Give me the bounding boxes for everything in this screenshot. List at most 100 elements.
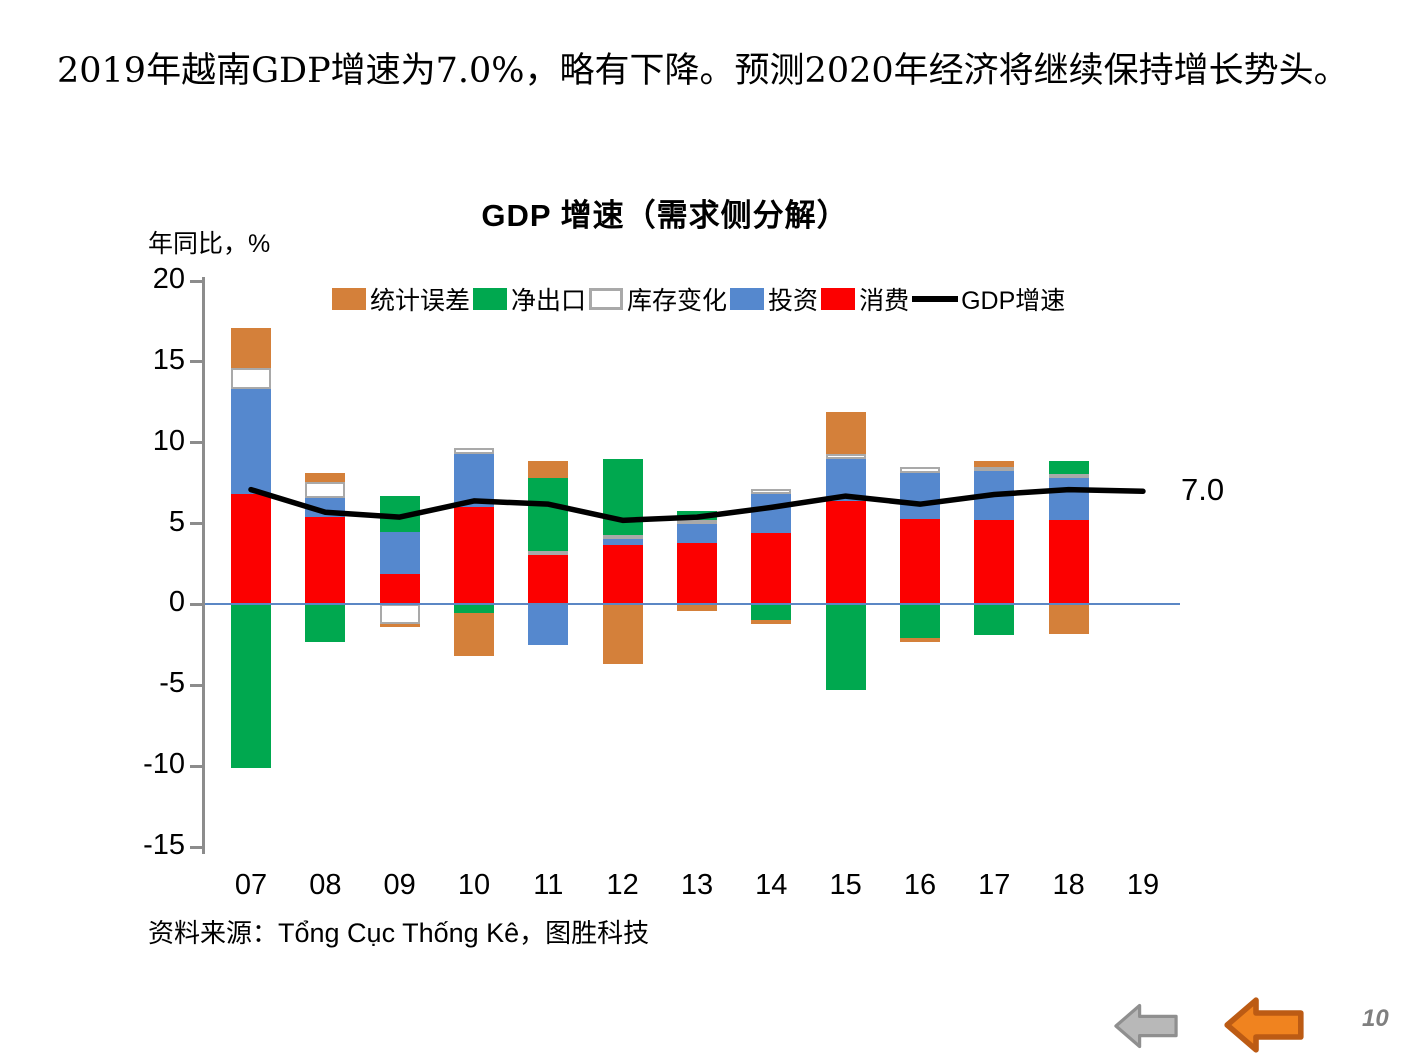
zero-axis-line xyxy=(205,603,1180,606)
bar-segment-net-exports-07 xyxy=(231,604,271,768)
bar-segment-statistical-discrepancy-14 xyxy=(751,619,792,624)
bar-segment-statistical-discrepancy-07 xyxy=(231,327,271,369)
bar-segment-inventory-change-18 xyxy=(1048,474,1089,479)
y-tick-label: 5 xyxy=(168,505,185,538)
bar-segment-statistical-discrepancy-09 xyxy=(379,623,420,628)
bar-segment-inventory-change-13 xyxy=(676,519,717,524)
x-axis-label: 10 xyxy=(457,869,491,901)
bar-segment-consumption-16 xyxy=(899,518,940,605)
x-axis-label: 07 xyxy=(234,869,268,901)
bar-segment-statistical-discrepancy-18 xyxy=(1048,604,1089,634)
bar-segment-net-exports-10 xyxy=(453,604,494,613)
source-note: 资料来源：Tổng Cục Thống Kê，图胜科技 xyxy=(148,913,649,950)
gdp-line-end-label: 7.0 xyxy=(1181,472,1225,507)
legend-line-swatch-gdp-growth xyxy=(912,296,959,302)
legend-label: 消费 xyxy=(859,287,910,315)
bar-segment-statistical-discrepancy-10 xyxy=(453,612,494,657)
x-axis-label: 16 xyxy=(903,869,937,901)
legend-swatch-consumption xyxy=(821,288,856,310)
y-axis-unit-label: 年同比，% xyxy=(148,230,271,258)
slide-heading: 2019年越南GDP增速为7.0%，略有下降。预测2020年经济将继续保持增长势… xyxy=(57,51,1349,91)
y-tick-label: -5 xyxy=(159,667,185,700)
bar-segment-inventory-change-09 xyxy=(379,604,420,624)
bar-segment-investment-09 xyxy=(379,531,420,574)
y-tick-mark xyxy=(190,683,202,687)
legend-item-gdp-growth: GDP增速 xyxy=(912,281,1065,317)
y-tick-mark xyxy=(190,845,202,849)
gdp-growth-line xyxy=(248,486,1146,524)
y-tick-label: -10 xyxy=(143,748,185,781)
chart-legend: 统计误差 净出口 库存变化 投资 消费 GDP增速 xyxy=(332,281,1068,317)
legend-swatch-net-exports xyxy=(473,288,508,310)
bar-segment-investment-16 xyxy=(899,473,940,519)
bar-segment-statistical-discrepancy-13 xyxy=(676,604,717,611)
nav-back-arrow-gray-icon[interactable] xyxy=(1114,1001,1178,1051)
legend-swatch-inventory-change xyxy=(589,288,624,310)
bar-segment-net-exports-16 xyxy=(899,604,940,639)
bar-segment-investment-12 xyxy=(602,538,643,545)
y-tick-label: 20 xyxy=(152,263,185,295)
bar-segment-statistical-discrepancy-16 xyxy=(899,638,940,643)
page-number: 10 xyxy=(1362,1005,1389,1032)
plot-area: 20 15 10 5 0 -5 -10 -15 07 08 09 10 11 12 13 14 15 16 17 18… xyxy=(143,263,1180,901)
y-tick-label: 15 xyxy=(152,343,185,376)
bar-segment-investment-11 xyxy=(528,604,569,645)
bar-segment-consumption-09 xyxy=(379,573,420,605)
x-axis-label: 19 xyxy=(1126,869,1160,901)
legend-label: 净出口 xyxy=(511,287,587,315)
bar-segment-net-exports-14 xyxy=(751,604,792,620)
bar-segment-inventory-change-10 xyxy=(453,447,494,455)
x-axis-label: 14 xyxy=(755,869,788,901)
legend-item-inventory-change: 库存变化 xyxy=(589,281,727,317)
bar-segment-inventory-change-12 xyxy=(602,534,643,539)
bar-segment-inventory-change-11 xyxy=(528,551,569,556)
nav-back-arrow-orange-icon[interactable] xyxy=(1224,996,1304,1054)
source-suffix: ，图胜科技 xyxy=(519,919,650,949)
bar-segment-statistical-discrepancy-08 xyxy=(305,473,346,482)
chart-title: GDP 增速（需求侧分解） xyxy=(481,198,849,233)
y-tick-label: 0 xyxy=(168,586,185,619)
bar-segment-consumption-08 xyxy=(305,517,346,605)
bar-segment-consumption-13 xyxy=(676,542,717,605)
y-tick-mark xyxy=(190,522,202,526)
legend-label: GDP增速 xyxy=(961,287,1066,315)
y-tick-mark xyxy=(190,279,202,283)
legend-item-investment: 投资 xyxy=(730,281,818,317)
legend-item-consumption: 消费 xyxy=(821,281,909,317)
bar-segment-inventory-change-15 xyxy=(825,454,866,459)
y-tick-label: -15 xyxy=(143,829,185,861)
x-axis-label: 11 xyxy=(533,869,564,901)
bar-segment-consumption-07 xyxy=(231,494,271,605)
bar-segment-inventory-change-16 xyxy=(899,466,940,474)
legend-item-net-exports: 净出口 xyxy=(473,281,586,317)
legend-label: 库存变化 xyxy=(627,287,728,315)
bar-segment-net-exports-11 xyxy=(528,478,569,552)
y-tick-mark xyxy=(190,602,202,606)
legend-item-statistical-discrepancy: 统计误差 xyxy=(332,281,470,317)
bar-segment-net-exports-18 xyxy=(1048,461,1089,475)
x-axis-label: 08 xyxy=(309,869,342,901)
y-tick-mark xyxy=(190,360,202,364)
y-tick-mark xyxy=(190,441,202,445)
legend-label: 投资 xyxy=(768,287,819,315)
bar-segment-inventory-change-08 xyxy=(305,481,346,498)
y-tick-label: 10 xyxy=(152,424,185,457)
bar-segment-net-exports-17 xyxy=(974,604,1015,636)
bar-segment-consumption-17 xyxy=(974,519,1015,605)
bar-segment-investment-13 xyxy=(676,523,717,543)
bar-segment-investment-18 xyxy=(1048,477,1089,520)
bar-segment-consumption-15 xyxy=(825,500,866,605)
bar-segment-consumption-10 xyxy=(453,507,494,605)
bar-segment-consumption-12 xyxy=(602,544,643,605)
y-tick-mark xyxy=(190,764,202,768)
bar-segment-investment-07 xyxy=(231,389,271,495)
bar-segment-statistical-discrepancy-11 xyxy=(528,460,569,479)
bar-segment-consumption-14 xyxy=(751,533,792,605)
x-axis-label: 13 xyxy=(680,869,714,901)
bar-segment-inventory-change-14 xyxy=(751,488,792,495)
x-axis-label: 17 xyxy=(978,869,1011,901)
bar-segment-net-exports-15 xyxy=(825,604,866,691)
bar-segment-inventory-change-17 xyxy=(974,466,1015,471)
legend-swatch-investment xyxy=(730,288,765,310)
bar-segment-investment-14 xyxy=(751,494,792,534)
